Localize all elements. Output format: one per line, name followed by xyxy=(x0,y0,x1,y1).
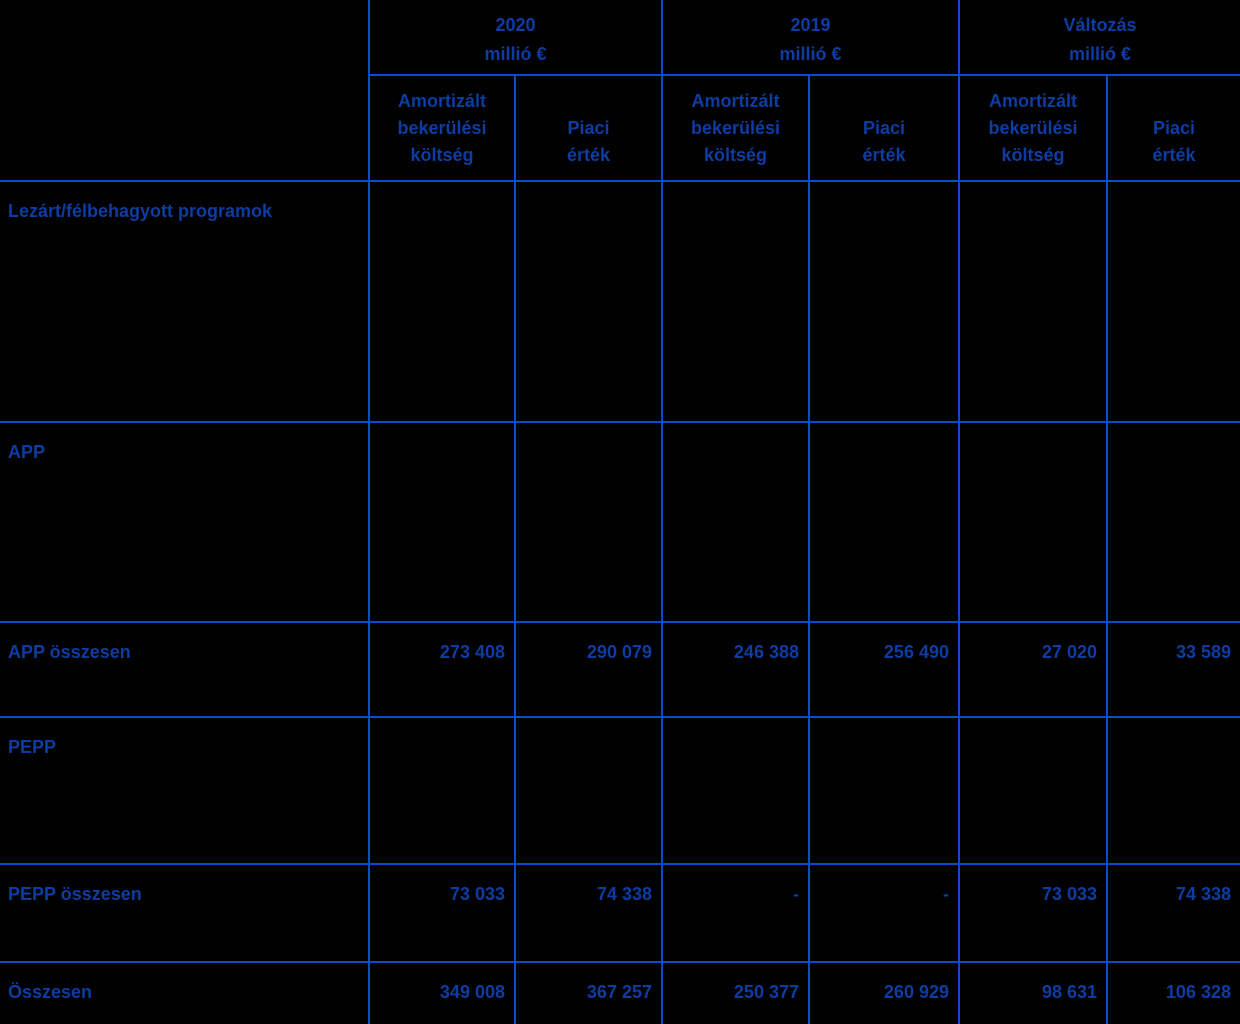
value-cell xyxy=(370,182,516,423)
value-cell: 73 033 xyxy=(370,865,516,963)
value-cell xyxy=(1108,182,1240,423)
subheader-amortised-cost-change: Amortizált bekerülési költség xyxy=(960,76,1108,182)
value-cell xyxy=(810,718,960,865)
value-cell xyxy=(370,423,516,623)
corner-cell xyxy=(0,0,370,182)
subheader-market-value-change: Piaci érték xyxy=(1108,76,1240,182)
col-group-unit: millió € xyxy=(484,44,547,64)
row-label-closed-programmes: Lezárt/félbehagyott programok xyxy=(0,182,370,423)
value-cell: 33 589 xyxy=(1108,623,1240,718)
value-cell: 98 631 xyxy=(960,963,1108,1024)
subheader-market-value-2020: Piaci érték xyxy=(516,76,663,182)
value-cell: 74 338 xyxy=(516,865,663,963)
col-group-2020: 2020 millió € xyxy=(370,0,663,76)
value-cell: 106 328 xyxy=(1165,982,1231,1002)
subheader-amortised-cost-2020: Amortizált bekerülési költség xyxy=(370,76,516,182)
row-label-app-total: APP összesen xyxy=(0,623,370,718)
value-cell: 260 929 xyxy=(810,963,960,1024)
value-cell xyxy=(516,182,663,423)
value-cell xyxy=(663,718,810,865)
col-group-2019: 2019 millió € xyxy=(663,0,960,76)
value-cell xyxy=(1108,718,1240,865)
row-label-grand-total: Összesen xyxy=(0,963,370,1024)
col-group-year: 2019 xyxy=(790,15,831,35)
value-cell xyxy=(516,718,663,865)
value-cell: 273 408 xyxy=(370,623,516,718)
value-cell: 27 020 xyxy=(960,623,1108,718)
col-group-unit: millió € xyxy=(779,44,842,64)
value-cell: 250 377 xyxy=(663,963,810,1024)
value-cell: 290 079 xyxy=(516,623,663,718)
row-label-app: APP xyxy=(0,423,370,623)
col-group-unit: millió € xyxy=(1068,44,1131,64)
value-cell xyxy=(960,182,1108,423)
value-cell: 367 257 xyxy=(516,963,663,1024)
subheader-amortised-cost-2019: Amortizált bekerülési költség xyxy=(663,76,810,182)
value-cell: 74 338 xyxy=(1108,865,1240,963)
value-cell xyxy=(960,423,1108,623)
value-cell: - xyxy=(810,865,960,963)
col-group-year: Változás xyxy=(1063,15,1137,35)
value-cell xyxy=(810,423,960,623)
row-label-pepp: PEPP xyxy=(0,718,370,865)
value-cell xyxy=(810,182,960,423)
value-cell: 256 490 xyxy=(810,623,960,718)
value-cell xyxy=(1108,423,1240,623)
value-cell xyxy=(370,718,516,865)
value-cell xyxy=(960,718,1108,865)
value-cell xyxy=(516,423,663,623)
value-cell xyxy=(663,423,810,623)
subheader-market-value-2019: Piaci érték xyxy=(810,76,960,182)
value-cell: 73 033 xyxy=(960,865,1108,963)
value-cell xyxy=(663,182,810,423)
col-group-change: Változás millió € xyxy=(960,0,1240,76)
col-group-year: 2020 xyxy=(495,15,536,35)
value-cell: 349 008 xyxy=(370,963,516,1024)
value-cell: - xyxy=(663,865,810,963)
value-cell: 246 388 xyxy=(663,623,810,718)
row-label-pepp-total: PEPP összesen xyxy=(0,865,370,963)
